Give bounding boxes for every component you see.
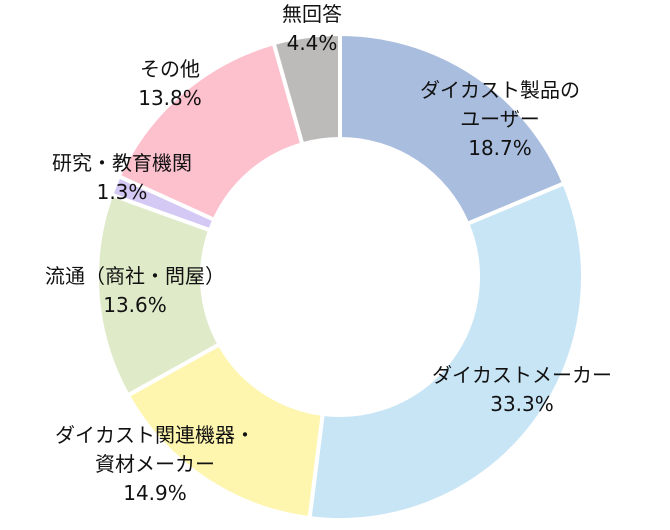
slice-label-1: ダイカストメーカー 33.3% <box>432 363 612 416</box>
labels-group: ダイカスト製品のユーザー 18.7% ダイカストメーカー 33.3% ダイカスト関連機器… <box>45 2 612 505</box>
slice-value-6: 4.4% <box>287 31 338 55</box>
slice-label-4: 研究・教育機関 1.3% <box>52 151 192 204</box>
slice-name-3: 流通（商社・問屋） <box>45 264 225 288</box>
slice-name-1: ダイカストメーカー <box>432 363 612 387</box>
slice-name-6: 無回答 <box>282 2 342 26</box>
slice-value-5: 13.8% <box>138 86 202 110</box>
slice-6 <box>271 31 342 147</box>
slice-value-3: 13.6% <box>103 293 167 317</box>
slice-label-6: 無回答 4.4% <box>282 2 342 55</box>
slice-value-0: 18.7% <box>468 136 532 160</box>
slice-value-1: 33.3% <box>490 392 554 416</box>
slice-label-0: ダイカスト製品のユーザー 18.7% <box>420 78 580 160</box>
slice-label-3: 流通（商社・問屋） 13.6% <box>45 264 225 317</box>
slice-0 <box>338 31 567 227</box>
slice-value-4: 1.3% <box>97 180 148 204</box>
slice-name-2: 資材メーカー <box>95 452 215 476</box>
slices-group <box>95 31 585 522</box>
slice-label-5: その他 13.8% <box>138 57 202 110</box>
slice-name-4: 研究・教育機関 <box>52 151 192 175</box>
slice-name-5: その他 <box>140 57 200 81</box>
slice-name-0: ユーザー <box>460 107 540 131</box>
slice-name-2: ダイカスト関連機器・ <box>55 423 255 447</box>
slice-value-2: 14.9% <box>123 481 187 505</box>
slice-name-0: ダイカスト製品の <box>420 78 580 102</box>
slice-label-2: ダイカスト関連機器・資材メーカー 14.9% <box>55 423 255 505</box>
slice-1 <box>307 180 585 522</box>
